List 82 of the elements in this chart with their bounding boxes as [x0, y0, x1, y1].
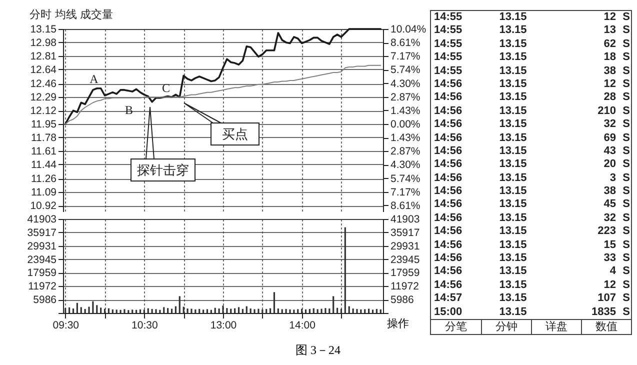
y2-tick-label: 29931	[390, 240, 420, 252]
text: 14:55 13.15 38 S	[434, 64, 630, 77]
y-tick-label: 13.15	[30, 24, 57, 36]
y2-tick-label: 1.43%	[390, 132, 420, 144]
y-tick-label: 12.81	[30, 50, 57, 62]
text: 14:56 13.15 33 S	[434, 252, 630, 264]
text: 14:56 13.15 32 S	[434, 212, 630, 224]
x-tick-label: 13:00	[210, 320, 237, 332]
annotation: A	[90, 72, 99, 86]
y-tick-label: 11.95	[31, 118, 57, 130]
y-tick-label: 12.12	[30, 105, 57, 118]
y2-tick-label: 17959	[390, 267, 420, 280]
text: 14:56 13.15 28 S	[434, 91, 630, 104]
chart-title: 分时 均线 成交量	[30, 8, 113, 21]
text: 14:56 13.15 15 S	[434, 238, 630, 251]
text: 14:56 13.15 12 S	[434, 78, 630, 90]
line-series	[64, 64, 382, 124]
text: 14:55 13.15 12 S	[434, 11, 630, 23]
callout-box: 买点	[184, 102, 260, 146]
y2-tick-label: 5.74%	[390, 64, 420, 76]
text: 分笔	[444, 320, 468, 334]
y2-tick-label: 7.17%	[390, 186, 420, 198]
text: 14:56 13.15 69 S	[434, 132, 630, 144]
y-tick-label: 12.29	[30, 92, 57, 104]
text: 操作	[387, 317, 409, 331]
y-tick-label: 35917	[27, 226, 57, 239]
x-tick-label: 09:30	[52, 320, 80, 332]
y2-tick-label: 8.61%	[390, 37, 420, 50]
y-tick-label: 17959	[27, 267, 57, 280]
text: 14:56 13.15 45 S	[434, 198, 630, 210]
annotation: C	[162, 81, 170, 95]
x-tick-label: 10:30	[132, 320, 158, 332]
y2-tick-label: 10.04%	[390, 24, 426, 36]
y-tick-label: 5986	[33, 294, 57, 306]
annotation: 探针击穿	[137, 162, 189, 178]
y2-tick-label: 2.87%	[390, 146, 420, 158]
text: 详盘	[531, 320, 581, 334]
y2-tick-label: 4.30%	[390, 78, 420, 90]
y2-tick-label: 0.00%	[390, 118, 420, 130]
y-tick-label: 11972	[28, 280, 57, 293]
y2-tick-label: 2.87%	[390, 91, 420, 104]
y-tick-label: 11.78	[31, 132, 57, 144]
text: 14:57 13.15 107 S	[434, 292, 630, 304]
y-tick-label: 11.26	[31, 173, 57, 186]
text: 14:55 13.15 18 S	[434, 51, 630, 64]
y2-tick-label: 5.74%	[390, 172, 420, 185]
text: 14:56 13.15 32 S	[434, 118, 630, 130]
text: 分钟	[481, 320, 531, 334]
y-tick-label: 12.64	[30, 64, 57, 76]
text: 14:56 13.15 38 S	[434, 185, 630, 198]
y-tick-label: 11.44	[31, 158, 57, 171]
annotation: 买点	[222, 126, 248, 142]
text: 14:56 13.15 12 S	[434, 278, 630, 291]
y2-tick-label: 7.17%	[390, 50, 420, 63]
y-tick-label: 23945	[27, 254, 57, 266]
text: 14:55 13.15 13 S	[434, 24, 630, 36]
text: 14:56 13.15 3 S	[434, 172, 630, 184]
text: 14:56 13.15 210 S	[434, 104, 630, 117]
x-tick-label: 14:00	[289, 320, 316, 332]
y2-tick-label: 8.61%	[390, 200, 420, 212]
y2-tick-label: 1.43%	[390, 104, 420, 117]
text: 14:56 13.15 20 S	[434, 158, 630, 170]
text: 14:56 13.15 223 S	[434, 225, 630, 238]
y2-tick-label: 11972	[390, 280, 420, 293]
y-tick-label: 11.61	[31, 145, 57, 158]
y2-tick-label: 23945	[390, 254, 420, 266]
y-tick-label: 12.98	[30, 36, 57, 49]
text: 14:55 13.15 62 S	[434, 38, 630, 50]
text: 14:56 13.15 43 S	[434, 144, 630, 157]
y-tick-label: 11.09	[31, 186, 57, 199]
y2-tick-label: 5986	[390, 294, 414, 306]
y-tick-label: 12.46	[30, 78, 57, 90]
text: 15:00 13.15 1835 S	[434, 306, 630, 318]
y-tick-label: 29931	[27, 240, 57, 252]
caption: 图 3－24	[294, 342, 342, 359]
y-tick-label: 41903	[27, 214, 57, 226]
y2-tick-label: 41903	[390, 214, 420, 226]
y2-tick-label: 4.30%	[390, 159, 420, 172]
y-tick-label: 10.92	[30, 200, 57, 212]
text: 数值	[581, 320, 631, 334]
y2-tick-label: 35917	[390, 226, 420, 239]
text: 14:56 13.15 4 S	[434, 265, 630, 278]
